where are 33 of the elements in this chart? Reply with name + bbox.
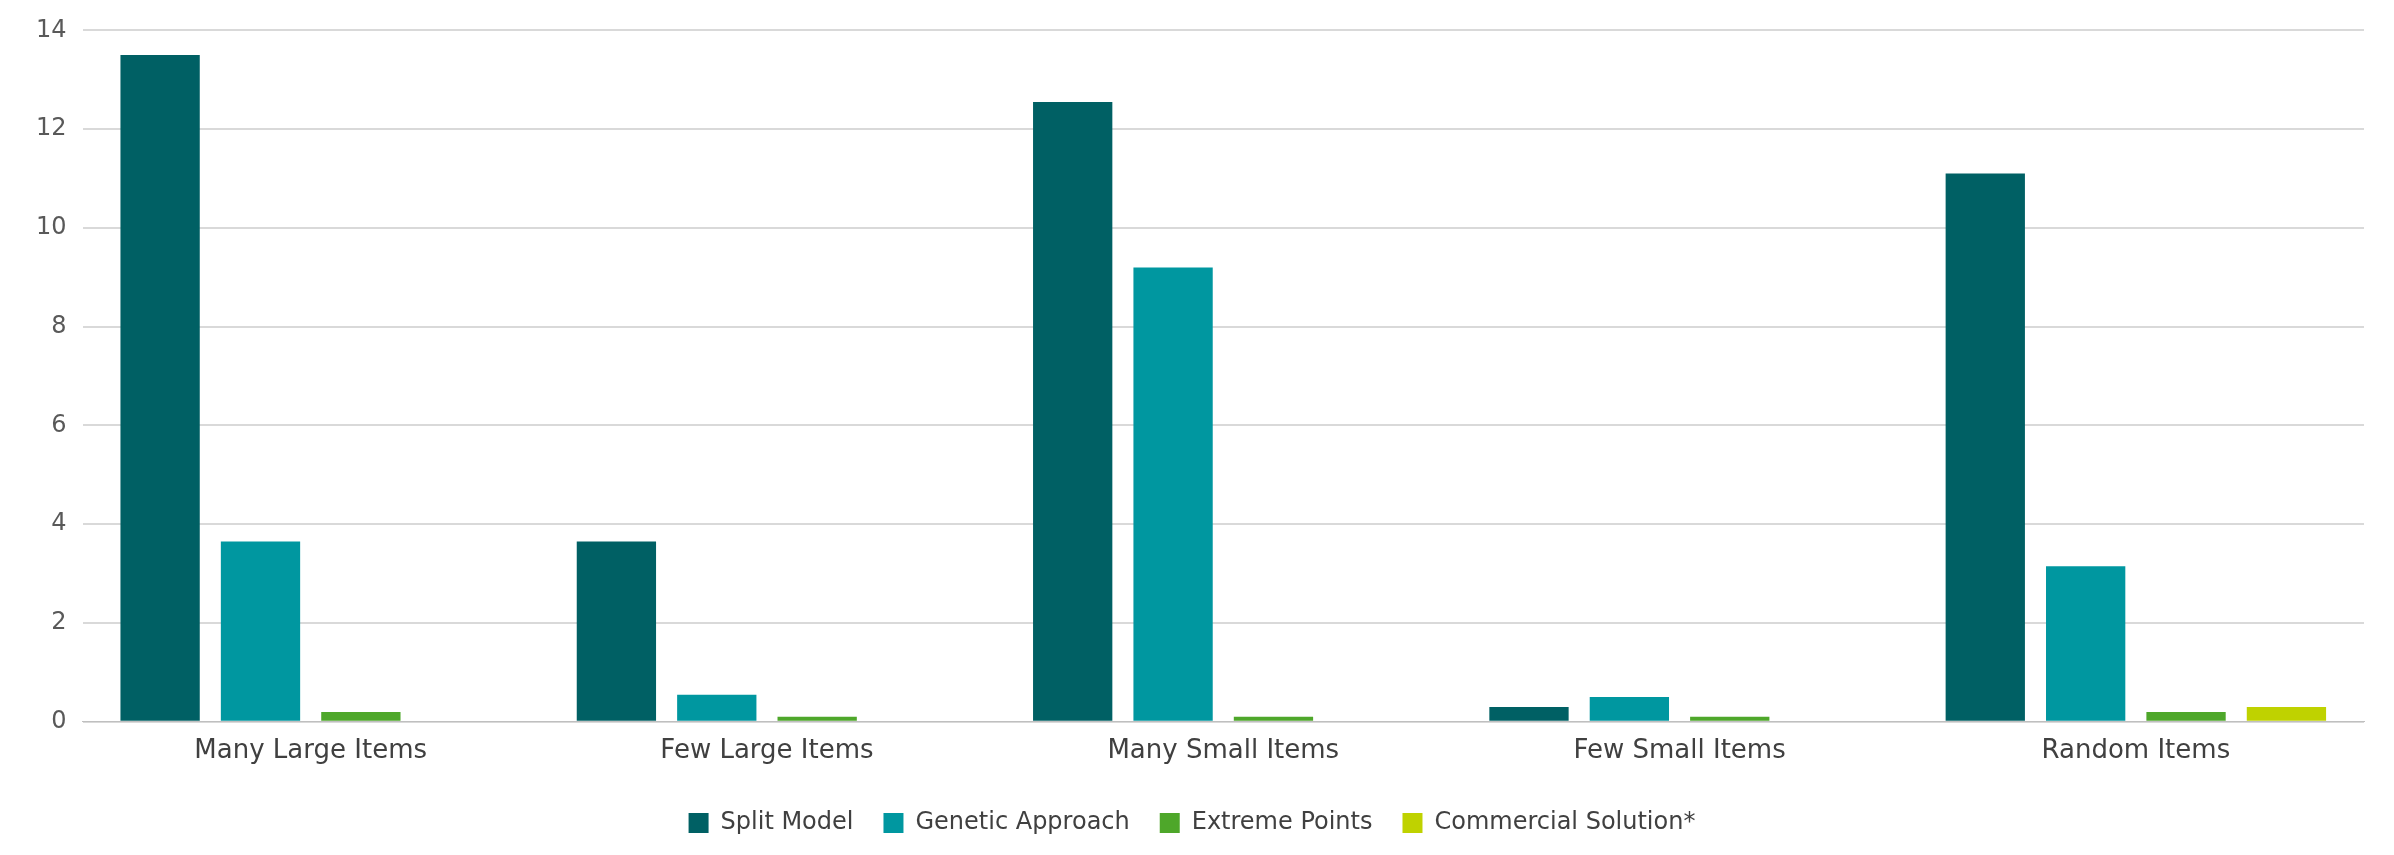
bar bbox=[2046, 566, 2126, 721]
legend-label: Genetic Approach bbox=[915, 807, 1130, 836]
bar bbox=[677, 694, 757, 721]
bar bbox=[1233, 716, 1314, 721]
x-tick-label: Few Large Items bbox=[660, 734, 874, 765]
bar bbox=[1690, 716, 1770, 721]
bar bbox=[1945, 173, 2025, 721]
bar bbox=[321, 711, 401, 721]
bar bbox=[2146, 711, 2226, 721]
x-tick-label: Many Small Items bbox=[1107, 734, 1340, 765]
bar bbox=[1133, 267, 1213, 721]
legend-label: Commercial Solution* bbox=[1434, 807, 1696, 836]
y-tick-label: 12 bbox=[35, 113, 67, 142]
x-tick-label: Many Large Items bbox=[194, 734, 428, 765]
bar bbox=[120, 55, 200, 721]
y-tick-label: 0 bbox=[51, 706, 67, 735]
legend-label: Split Model bbox=[720, 807, 854, 836]
bar bbox=[1033, 102, 1113, 721]
y-tick-label: 4 bbox=[51, 508, 67, 537]
legend-label: Extreme Points bbox=[1191, 807, 1373, 836]
x-tick-label: Few Small Items bbox=[1573, 734, 1786, 765]
y-tick-label: 2 bbox=[51, 607, 67, 636]
bar bbox=[1489, 706, 1569, 721]
bar bbox=[2246, 706, 2327, 721]
bar bbox=[1589, 697, 1670, 721]
y-tick-label: 10 bbox=[35, 212, 67, 241]
bar bbox=[777, 716, 857, 721]
bar bbox=[576, 541, 657, 721]
x-tick-label: Random Items bbox=[2041, 734, 2231, 765]
y-tick-label: 6 bbox=[51, 409, 67, 438]
y-tick-label: 14 bbox=[35, 14, 67, 43]
y-tick-label: 8 bbox=[51, 310, 67, 339]
bar bbox=[220, 541, 301, 721]
